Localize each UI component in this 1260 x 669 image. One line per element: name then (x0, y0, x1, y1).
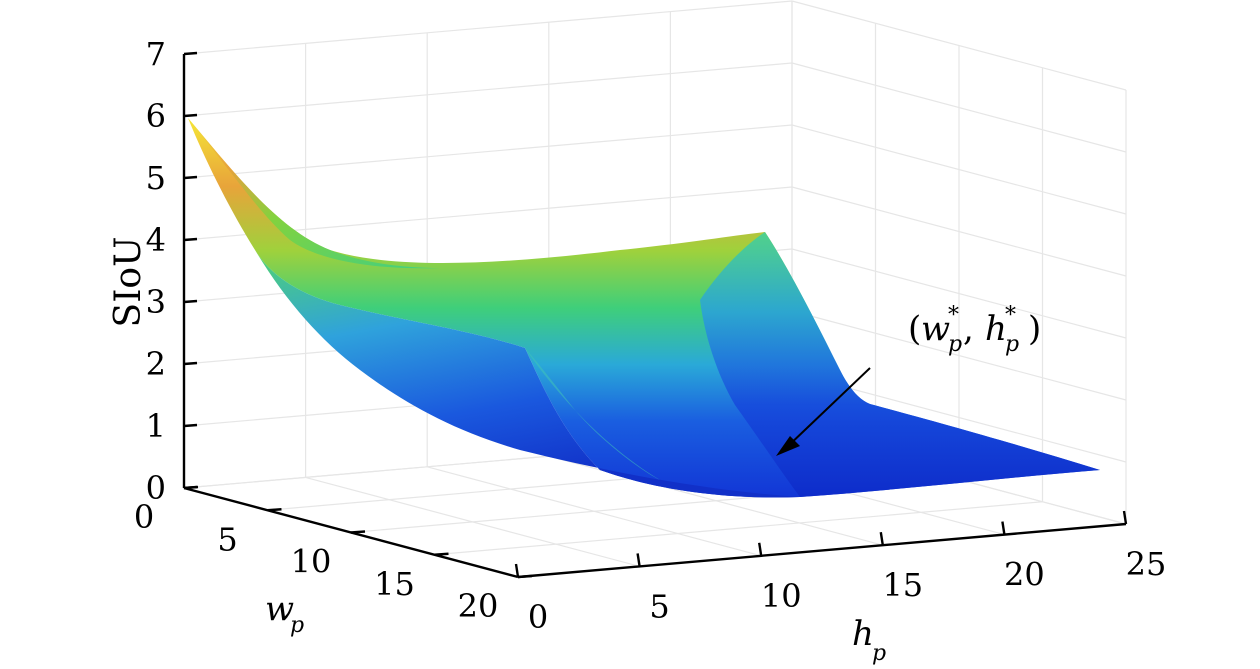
x-tick (514, 563, 520, 578)
z-tick-label: 4 (146, 221, 166, 259)
z-tick-label: 6 (146, 97, 166, 135)
z-tick (183, 361, 198, 366)
z-tick-label: 5 (146, 159, 166, 197)
y-tick-label: 0 (134, 498, 154, 536)
svg-text:p: p (948, 332, 962, 357)
y-tick (267, 508, 282, 512)
z-tick (183, 423, 198, 428)
y-tick-label: 15 (374, 565, 415, 603)
surface-back-region (188, 118, 1100, 498)
grid-line (183, 124, 793, 179)
z-tick-label: 1 (146, 407, 166, 445)
x-axis-label: h p (852, 614, 886, 666)
svg-text:*: * (1005, 303, 1016, 328)
x-tick-label: 25 (1126, 545, 1167, 583)
siou-surface (188, 118, 1100, 498)
grid-line (183, 62, 793, 117)
surface-front-region (255, 250, 800, 498)
z-tick-label: 7 (146, 35, 166, 73)
svg-text:w: w (921, 309, 950, 349)
x-tick-label: 5 (649, 587, 669, 625)
x-axis-line (517, 522, 1127, 579)
svg-text:h: h (985, 309, 1007, 349)
svg-text:p: p (290, 613, 304, 638)
optimum-annotation: ( w p * , h p * ) (776, 303, 1041, 456)
svg-text:): ) (1028, 309, 1041, 349)
x-tick-label: 10 (761, 577, 802, 615)
z-tick (183, 113, 198, 118)
z-tick-label: 2 (146, 345, 166, 383)
z-axis-label: SIoU (108, 237, 149, 328)
x-tick (1122, 510, 1128, 525)
x-tick (1001, 521, 1006, 535)
z-tick-label: 0 (146, 469, 166, 507)
annotation-arrow-line (785, 367, 871, 449)
x-tick (879, 532, 884, 546)
z-tick (183, 237, 198, 242)
y-tick-label: 10 (291, 543, 332, 581)
grid-line (183, 0, 793, 55)
surface-right-region (700, 232, 1100, 497)
svg-text:w: w (265, 589, 294, 629)
annotation-arrowhead (776, 436, 800, 456)
y-tick (434, 552, 449, 556)
y-tick (183, 485, 199, 490)
x-tick (636, 553, 641, 567)
svg-text:p: p (872, 641, 886, 666)
axes: 0 1 2 3 4 5 6 7 0 5 10 15 20 0 5 10 15 20 25 (134, 35, 1167, 636)
y-tick-label: 5 (217, 520, 237, 558)
z-tick (183, 299, 198, 304)
z-tick-label: 3 (146, 283, 166, 321)
grid-line (434, 501, 1043, 556)
x-tick-label: 20 (1004, 556, 1045, 594)
y-tick (350, 530, 366, 534)
x-tick-label: 15 (882, 566, 923, 604)
svg-text:p: p (1005, 332, 1019, 357)
z-tick (183, 175, 198, 180)
y-axis-label: w p (265, 589, 304, 638)
x-tick-label: 0 (528, 598, 548, 636)
svg-text:(: ( (908, 309, 921, 349)
svg-text:h: h (852, 614, 874, 654)
svg-text:,: , (963, 309, 974, 349)
y-tick-label: 20 (458, 587, 499, 625)
z-tick (183, 51, 198, 56)
svg-text:*: * (948, 303, 959, 328)
x-tick (758, 542, 763, 556)
